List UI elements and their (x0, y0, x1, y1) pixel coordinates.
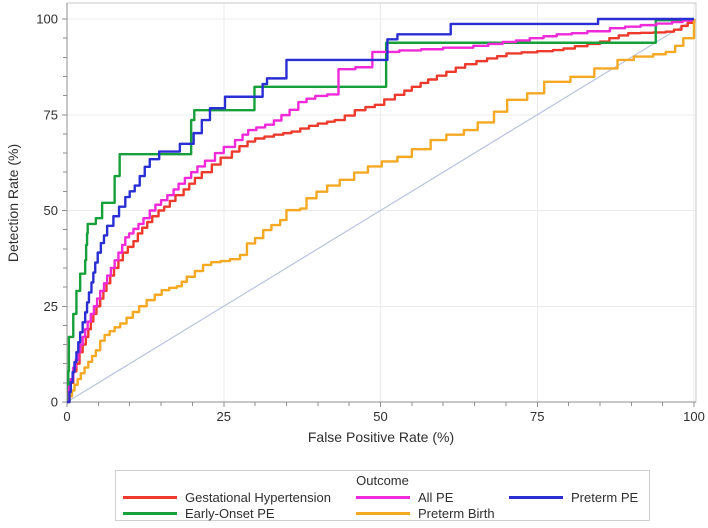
legend-swatch-all-pe (356, 495, 410, 499)
roc-curve-0 (67, 19, 696, 404)
legend-label-preterm-pe: Preterm PE (571, 489, 639, 505)
x-tick-label: 100 (683, 409, 705, 424)
y-axis-title: Detection Rate (%) (5, 143, 21, 263)
chance-diagonal (66, 18, 695, 403)
legend-label-preterm-birth: Preterm Birth (418, 505, 495, 521)
y-tick-label: 25 (44, 299, 58, 314)
tick-labels: 0 25 50 75 100 0 25 50 75 100 (36, 12, 705, 425)
roc-curves (67, 17, 696, 404)
y-tick-label: 100 (36, 12, 58, 27)
x-tick-label: 50 (373, 409, 387, 424)
legend-label-all-pe: All PE (418, 489, 454, 505)
y-tick-label: 75 (44, 107, 58, 122)
roc-curve-3 (67, 19, 696, 404)
legend-item-all-pe: All PE (356, 489, 509, 505)
x-tick-label: 75 (530, 409, 544, 424)
axes (66, 3, 696, 403)
roc-curve-2 (67, 19, 696, 404)
legend-item-early-onset-pe: Early-Onset PE (123, 505, 356, 521)
x-tick-label: 25 (217, 409, 231, 424)
legend-swatch-preterm-birth (356, 511, 410, 515)
legend-item-preterm-birth: Preterm Birth (356, 505, 509, 521)
legend-swatch-preterm-pe (509, 495, 563, 499)
legend: Outcome Gestational Hypertension Early-O… (115, 470, 650, 521)
x-axis-title: False Positive Rate (%) (307, 429, 455, 445)
roc-curve-1 (67, 18, 696, 404)
y-tick-label: 0 (51, 395, 58, 410)
legend-swatch-gestational-hypertension (123, 495, 177, 499)
legend-swatch-early-onset-pe (123, 511, 177, 515)
legend-item-preterm-pe: Preterm PE (509, 489, 649, 505)
legend-title: Outcome (356, 473, 409, 488)
y-tick-label: 50 (44, 203, 58, 218)
legend-label-gestational-hypertension: Gestational Hypertension (185, 489, 331, 505)
tick-marks (62, 18, 695, 407)
legend-grid: Gestational Hypertension Early-Onset PE … (116, 489, 649, 521)
legend-label-early-onset-pe: Early-Onset PE (185, 505, 275, 521)
legend-item-gestational-hypertension: Gestational Hypertension (123, 489, 356, 505)
roc-curve-4 (67, 17, 694, 404)
x-tick-label: 0 (63, 409, 70, 424)
